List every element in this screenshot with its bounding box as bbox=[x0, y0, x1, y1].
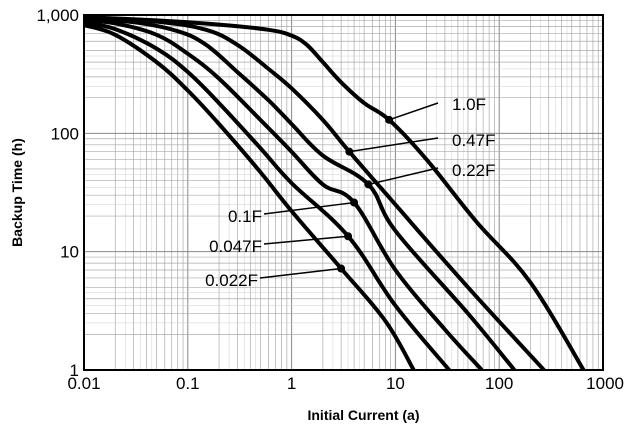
y-axis-title: Backup Time (h) bbox=[9, 138, 25, 247]
series-label: 0.047F bbox=[209, 237, 262, 256]
tick-labels: 0.01 0.1 1 10 100 1000 1 10 100 1,000 bbox=[36, 6, 624, 393]
series-marker bbox=[364, 180, 373, 189]
curves bbox=[84, 15, 586, 370]
series-line bbox=[84, 20, 451, 370]
x-tick-label: 0.1 bbox=[176, 374, 200, 393]
x-tick-label: 0.01 bbox=[67, 374, 100, 393]
series-label: 1.0F bbox=[452, 95, 486, 114]
series-label: 0.47F bbox=[452, 131, 495, 150]
leader-line bbox=[263, 235, 349, 245]
series-marker bbox=[345, 147, 354, 156]
leader-line bbox=[368, 167, 439, 186]
x-tick-label: 10 bbox=[386, 374, 405, 393]
y-tick-label: 100 bbox=[51, 124, 79, 143]
series-marker bbox=[337, 264, 346, 273]
y-tick-label: 1,000 bbox=[36, 6, 79, 25]
y-tick-label: 10 bbox=[60, 243, 79, 262]
series-line bbox=[84, 16, 516, 370]
leader-line bbox=[259, 267, 342, 279]
series-line bbox=[84, 18, 484, 370]
leader-line bbox=[388, 102, 439, 121]
series-line bbox=[84, 15, 546, 370]
plot-frame bbox=[83, 14, 604, 371]
series-label: 0.1F bbox=[228, 207, 262, 226]
series-marker bbox=[385, 115, 394, 124]
x-tick-label: 100 bbox=[485, 374, 513, 393]
curve-labels: 1.0F 0.47F 0.22F 0.1F 0.047F 0.022F bbox=[205, 95, 495, 290]
leader-line bbox=[263, 201, 355, 215]
series-line bbox=[84, 23, 416, 370]
series-label: 0.22F bbox=[452, 161, 495, 180]
leader-line bbox=[349, 137, 439, 153]
x-tick-label: 1000 bbox=[586, 374, 624, 393]
y-tick-label: 1 bbox=[70, 361, 79, 380]
series-line bbox=[84, 15, 586, 370]
x-axis-title: Initial Current (a) bbox=[307, 407, 419, 423]
series-marker bbox=[350, 198, 359, 207]
series-label: 0.022F bbox=[205, 271, 258, 290]
series-marker bbox=[344, 232, 353, 241]
x-tick-label: 1 bbox=[287, 374, 296, 393]
